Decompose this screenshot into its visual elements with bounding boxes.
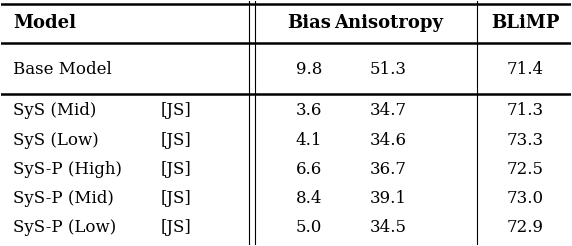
Text: Model: Model <box>13 14 76 32</box>
Text: 71.3: 71.3 <box>507 102 543 119</box>
Text: 34.7: 34.7 <box>370 102 407 119</box>
Text: 51.3: 51.3 <box>370 61 407 78</box>
Text: [JS]: [JS] <box>161 161 192 178</box>
Text: 36.7: 36.7 <box>370 161 407 178</box>
Text: 73.3: 73.3 <box>507 132 543 149</box>
Text: SyS (Low): SyS (Low) <box>13 132 98 149</box>
Text: [JS]: [JS] <box>161 219 192 236</box>
Text: [JS]: [JS] <box>161 190 192 207</box>
Text: 34.5: 34.5 <box>370 219 407 236</box>
Text: 3.6: 3.6 <box>296 102 322 119</box>
Text: 72.5: 72.5 <box>507 161 543 178</box>
Text: 8.4: 8.4 <box>296 190 322 207</box>
Text: 72.9: 72.9 <box>507 219 543 236</box>
Text: 73.0: 73.0 <box>507 190 543 207</box>
Text: Base Model: Base Model <box>13 61 112 78</box>
Text: SyS-P (High): SyS-P (High) <box>13 161 122 178</box>
Text: SyS (Mid): SyS (Mid) <box>13 102 96 119</box>
Text: Anisotropy: Anisotropy <box>334 14 443 32</box>
Text: 6.6: 6.6 <box>296 161 322 178</box>
Text: Bias: Bias <box>287 14 331 32</box>
Text: [JS]: [JS] <box>161 102 192 119</box>
Text: SyS-P (Low): SyS-P (Low) <box>13 219 116 236</box>
Text: [JS]: [JS] <box>161 132 192 149</box>
Text: 71.4: 71.4 <box>507 61 543 78</box>
Text: 39.1: 39.1 <box>370 190 407 207</box>
Text: BLiMP: BLiMP <box>491 14 559 32</box>
Text: 34.6: 34.6 <box>370 132 407 149</box>
Text: 4.1: 4.1 <box>296 132 322 149</box>
Text: 5.0: 5.0 <box>296 219 322 236</box>
Text: 9.8: 9.8 <box>296 61 322 78</box>
Text: SyS-P (Mid): SyS-P (Mid) <box>13 190 114 207</box>
